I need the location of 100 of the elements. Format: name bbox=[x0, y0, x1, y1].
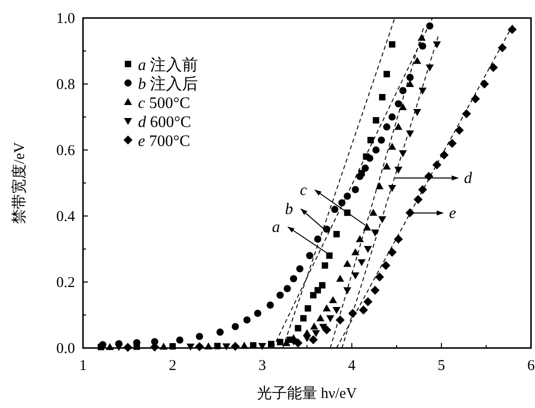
point bbox=[399, 87, 406, 94]
point bbox=[358, 306, 368, 315]
point bbox=[294, 338, 303, 348]
point bbox=[356, 172, 364, 180]
point bbox=[310, 322, 318, 330]
y-tick-label: 1.0 bbox=[56, 11, 75, 27]
point bbox=[363, 297, 372, 306]
x-tick-label: 1 bbox=[79, 358, 87, 374]
point bbox=[314, 287, 321, 294]
point bbox=[243, 316, 251, 324]
point bbox=[356, 235, 364, 242]
point bbox=[470, 94, 480, 104]
point bbox=[322, 262, 328, 269]
point bbox=[328, 296, 337, 304]
point bbox=[216, 328, 224, 336]
point bbox=[176, 336, 184, 344]
point bbox=[488, 63, 498, 72]
point bbox=[388, 41, 396, 48]
y-tick-label: 0.0 bbox=[56, 341, 75, 357]
y-tick-label: 0.6 bbox=[56, 143, 76, 159]
point bbox=[388, 248, 397, 257]
point bbox=[426, 64, 434, 72]
point bbox=[379, 94, 386, 100]
point bbox=[322, 304, 331, 312]
point bbox=[336, 315, 345, 324]
legend-label: d 600°C bbox=[138, 114, 192, 131]
point bbox=[462, 109, 471, 118]
x-tick-label: 4 bbox=[348, 358, 356, 374]
point bbox=[268, 340, 274, 348]
point bbox=[414, 195, 423, 204]
point bbox=[372, 146, 380, 154]
point bbox=[388, 142, 396, 150]
point bbox=[332, 307, 341, 314]
point bbox=[370, 286, 380, 295]
point bbox=[99, 341, 106, 348]
point bbox=[186, 344, 195, 351]
point bbox=[394, 234, 403, 244]
point bbox=[333, 230, 340, 238]
point bbox=[378, 136, 385, 144]
point bbox=[294, 325, 302, 332]
annotation: a bbox=[272, 219, 280, 236]
point bbox=[426, 22, 434, 30]
point bbox=[276, 292, 284, 299]
point bbox=[358, 259, 366, 266]
point bbox=[448, 138, 457, 148]
point bbox=[316, 314, 324, 322]
point bbox=[282, 339, 290, 346]
point bbox=[331, 206, 338, 213]
point bbox=[440, 150, 449, 160]
point bbox=[508, 25, 517, 34]
point bbox=[284, 285, 291, 292]
point bbox=[388, 113, 396, 121]
point bbox=[367, 136, 374, 144]
x-axis-title: 光子能量 hν/eV bbox=[257, 385, 358, 402]
point bbox=[369, 208, 378, 216]
annotation: b bbox=[285, 201, 293, 218]
point bbox=[363, 224, 372, 231]
point bbox=[300, 315, 307, 322]
point bbox=[406, 80, 414, 87]
annotation: d bbox=[464, 170, 473, 187]
point bbox=[351, 272, 360, 280]
point bbox=[254, 310, 262, 317]
x-tick-label: 6 bbox=[527, 358, 535, 374]
point bbox=[384, 70, 390, 78]
point bbox=[290, 275, 298, 282]
point bbox=[351, 248, 360, 256]
point bbox=[322, 325, 332, 334]
point bbox=[352, 186, 359, 194]
annotation: e bbox=[449, 205, 456, 222]
point bbox=[413, 109, 422, 116]
point bbox=[312, 330, 320, 338]
point bbox=[413, 56, 422, 64]
point bbox=[418, 88, 427, 95]
point bbox=[398, 103, 407, 110]
x-tick-label: 3 bbox=[258, 358, 266, 374]
point bbox=[371, 230, 380, 236]
point bbox=[304, 305, 312, 312]
y-axis-title: 禁带宽度/eV bbox=[11, 142, 28, 224]
point bbox=[276, 338, 284, 346]
legend-label: c 500°C bbox=[138, 95, 190, 112]
point bbox=[394, 100, 402, 108]
point bbox=[372, 117, 380, 124]
point bbox=[498, 43, 507, 52]
point bbox=[382, 162, 391, 170]
point bbox=[376, 182, 384, 190]
x-tick-label: 2 bbox=[168, 358, 176, 374]
point bbox=[343, 260, 352, 267]
point bbox=[362, 164, 369, 172]
point bbox=[308, 335, 318, 344]
point bbox=[454, 126, 464, 135]
point bbox=[480, 80, 489, 88]
point bbox=[381, 261, 390, 270]
point bbox=[303, 335, 311, 342]
x-tick-label: 5 bbox=[438, 358, 446, 374]
point bbox=[375, 272, 384, 282]
point bbox=[296, 265, 304, 272]
legend-label: e 700°C bbox=[138, 133, 190, 150]
point bbox=[338, 199, 346, 206]
point bbox=[383, 123, 390, 130]
point bbox=[306, 252, 314, 260]
